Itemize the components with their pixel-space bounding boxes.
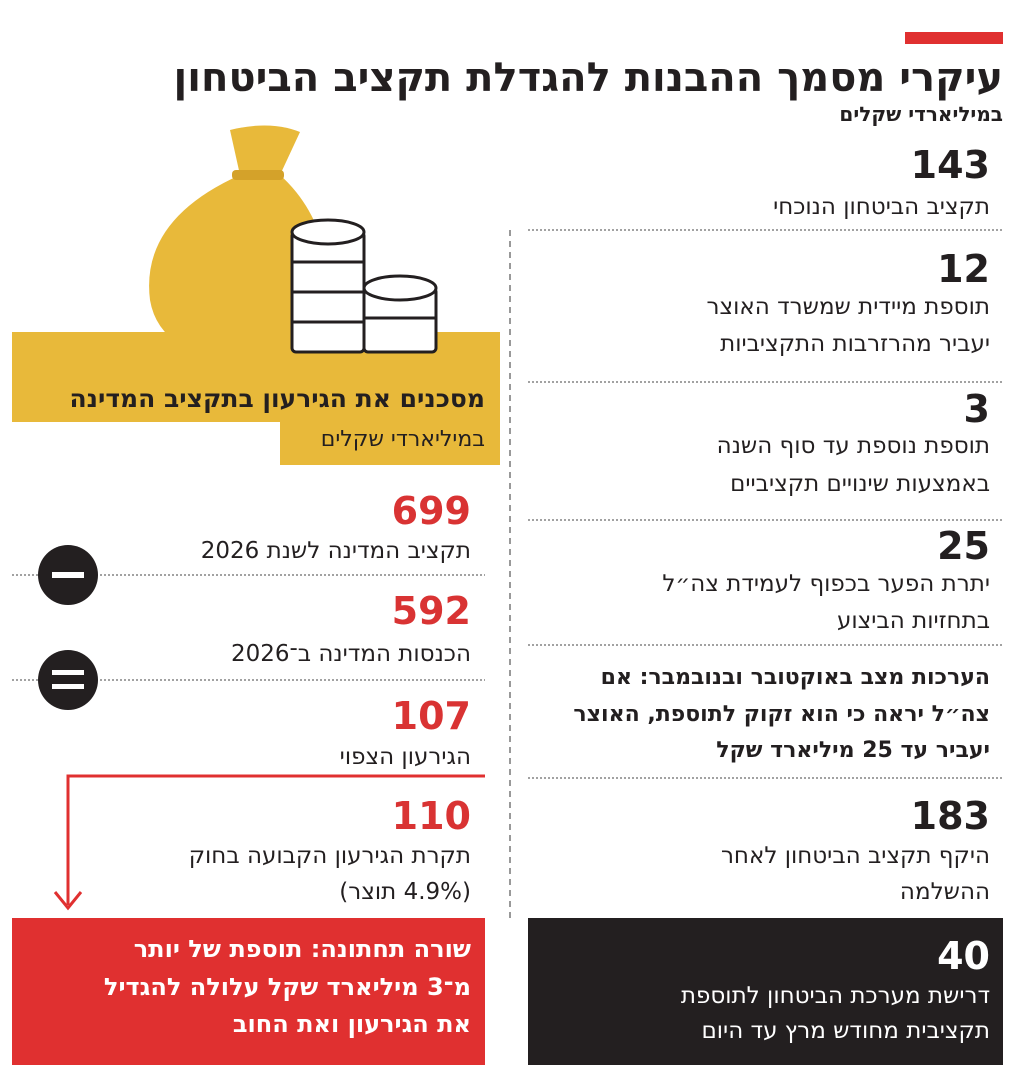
value: 12	[937, 247, 990, 291]
label: היקף תקציב הביטחון לאחר	[720, 843, 990, 869]
subtitle: במיליארדי שקלים	[839, 102, 1003, 126]
arrow	[53, 774, 485, 911]
left-box-sub	[280, 420, 500, 465]
coins	[290, 218, 438, 354]
label: תוספת נוספת עד סוף השנה	[716, 433, 990, 459]
label: באמצעות שינויים תקציביים	[730, 471, 990, 497]
title: עיקרי מסמך ההבנות להגדלת תקציב הביטחון	[173, 55, 1004, 101]
value: 25	[937, 524, 990, 568]
label: תקציבית מחודש מרץ עד היום	[701, 1018, 990, 1044]
equals-icon	[38, 650, 98, 710]
bottom-line: את הגירעון ואת החוב	[232, 1010, 471, 1038]
value: 3	[963, 387, 990, 431]
value: 183	[910, 794, 990, 838]
label: דרישת מערכת הביטחון לתוספת	[680, 983, 990, 1009]
value: 592	[391, 589, 471, 633]
bottom-line-box	[12, 918, 485, 1065]
demand-box	[528, 918, 1003, 1065]
value: 107	[391, 694, 471, 738]
label: תקציב הביטחון הנוכחי	[773, 194, 990, 220]
label: יתרת הפער בכפוף לעמידת צה״ל	[662, 571, 990, 597]
label: הכנסות המדינה ב־2026	[230, 641, 471, 667]
label: בתחזיות הביצוע	[836, 608, 990, 634]
label: תקרת הגירעון הקבועה בחוק	[188, 843, 471, 869]
value: 699	[391, 489, 471, 533]
label: יעביר מהרזרבות התקציביות	[720, 331, 990, 357]
bottom-line: מ־3 מיליארד שקל עלולה להגדיל	[103, 973, 471, 1001]
note: יעביר עד 25 מיליארד שקל	[716, 738, 990, 763]
separators	[12, 229, 1003, 779]
label: הגירעון הצפוי	[339, 744, 471, 770]
value: 40	[937, 934, 990, 978]
money-bag	[149, 125, 330, 365]
box-subtitle: במיליארדי שקלים	[320, 427, 485, 452]
note: הערכות מצב באוקטובר ובנובמבר: אם	[600, 665, 990, 690]
box-title: מסכנים את הגירעון בתקציב המדינה	[69, 384, 486, 413]
label: תוספת מיידית שמשרד האוצר	[706, 294, 991, 320]
value: 110	[391, 794, 471, 838]
label: (4.9% תוצר)	[339, 879, 471, 905]
note: צה״ל יראה כי הוא זקוק לתוספת, האוצר	[573, 702, 990, 727]
value: 143	[910, 143, 990, 187]
label: תקציב המדינה לשנת 2026	[200, 538, 471, 564]
accent-bar	[905, 32, 1003, 44]
bottom-line: שורה תחתונה: תוספת של יותר	[133, 935, 471, 963]
label: ההשלמה	[899, 879, 990, 905]
